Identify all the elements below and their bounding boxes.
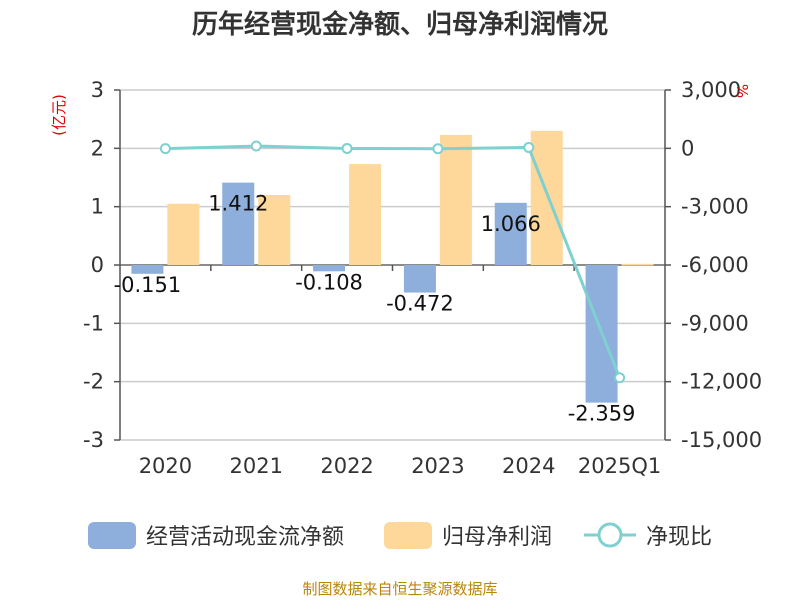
x-tick-label: 2021 xyxy=(230,454,283,478)
ratio-point xyxy=(614,372,626,384)
left-tick-label: 3 xyxy=(91,78,104,102)
x-tick-label: 2022 xyxy=(320,454,373,478)
left-axis-ticks: 3 2 1 0 -1 -2 -3 xyxy=(83,78,120,452)
bar-net-profit xyxy=(439,134,472,265)
bar-cashflow xyxy=(403,265,436,293)
legend-swatch-net-profit xyxy=(384,522,432,549)
bar-cashflow xyxy=(222,182,255,265)
left-tick-label: 2 xyxy=(91,136,104,160)
left-tick-label: -1 xyxy=(83,311,104,335)
left-axis-unit: (亿元) xyxy=(50,94,68,136)
left-tick-label: -3 xyxy=(83,428,104,452)
x-tick-label: 2023 xyxy=(411,454,464,478)
bar-cashflow xyxy=(494,202,527,265)
legend-label-net-profit: 归母净利润 xyxy=(442,525,552,550)
bar-cashflow xyxy=(131,265,164,274)
ratio-point xyxy=(250,140,262,152)
x-axis-ticks: 2020 2021 2022 2023 2024 2025Q1 xyxy=(139,265,661,478)
data-label-cashflow: -0.108 xyxy=(295,270,363,294)
bar-net-profit xyxy=(167,203,200,265)
bar-cashflow xyxy=(313,265,346,272)
bar-net-profit xyxy=(621,263,654,266)
legend-label-ratio: 净现比 xyxy=(646,525,712,550)
ratio-point xyxy=(159,143,171,155)
right-axis-unit: % xyxy=(733,84,751,98)
data-label-cashflow: -2.359 xyxy=(568,402,636,426)
left-tick-label: -2 xyxy=(83,370,104,394)
data-label-cashflow: 1.412 xyxy=(208,192,268,216)
right-axis-ticks: 3,000 0 -3,000 -6,000 -9,000 -12,000 -15,000 xyxy=(665,78,762,452)
bar-net-profit xyxy=(349,164,382,265)
legend-swatch-cashflow xyxy=(88,522,136,549)
data-labels: -0.151 1.412 -0.108 -0.472 1.066 -2.359 xyxy=(114,192,636,426)
legend: 经营活动现金流净额 归母净利润 净现比 xyxy=(88,522,712,550)
data-label-cashflow: 1.066 xyxy=(481,212,541,236)
x-tick-label: 2020 xyxy=(139,454,192,478)
ratio-point xyxy=(523,141,535,153)
legend-label-cashflow: 经营活动现金流净额 xyxy=(146,525,344,550)
legend-marker-ratio xyxy=(597,522,623,548)
ratio-line xyxy=(159,140,626,384)
left-tick-label: 1 xyxy=(91,195,104,219)
ratio-point xyxy=(341,142,353,154)
left-tick-label: 0 xyxy=(91,253,104,277)
right-tick-label: -12,000 xyxy=(681,370,762,394)
ratio-polyline xyxy=(165,144,621,379)
right-tick-label: 3,000 xyxy=(681,78,741,102)
ratio-point xyxy=(432,143,444,155)
bars xyxy=(131,130,654,403)
data-label-cashflow: -0.472 xyxy=(386,292,454,316)
right-tick-label: -15,000 xyxy=(681,428,762,452)
bar-net-profit xyxy=(530,130,563,265)
x-tick-label: 2024 xyxy=(502,454,555,478)
x-tick-label: 2025Q1 xyxy=(578,454,661,478)
source-note: 制图数据来自恒生聚源数据库 xyxy=(302,580,497,598)
right-tick-label: -9,000 xyxy=(681,311,749,335)
bar-net-profit xyxy=(258,195,291,265)
right-tick-label: -6,000 xyxy=(681,253,749,277)
right-tick-label: -3,000 xyxy=(681,195,749,219)
data-label-cashflow: -0.151 xyxy=(114,273,182,297)
chart-title: 历年经营现金净额、归母净利润情况 xyxy=(192,9,608,40)
right-tick-label: 0 xyxy=(681,136,694,160)
